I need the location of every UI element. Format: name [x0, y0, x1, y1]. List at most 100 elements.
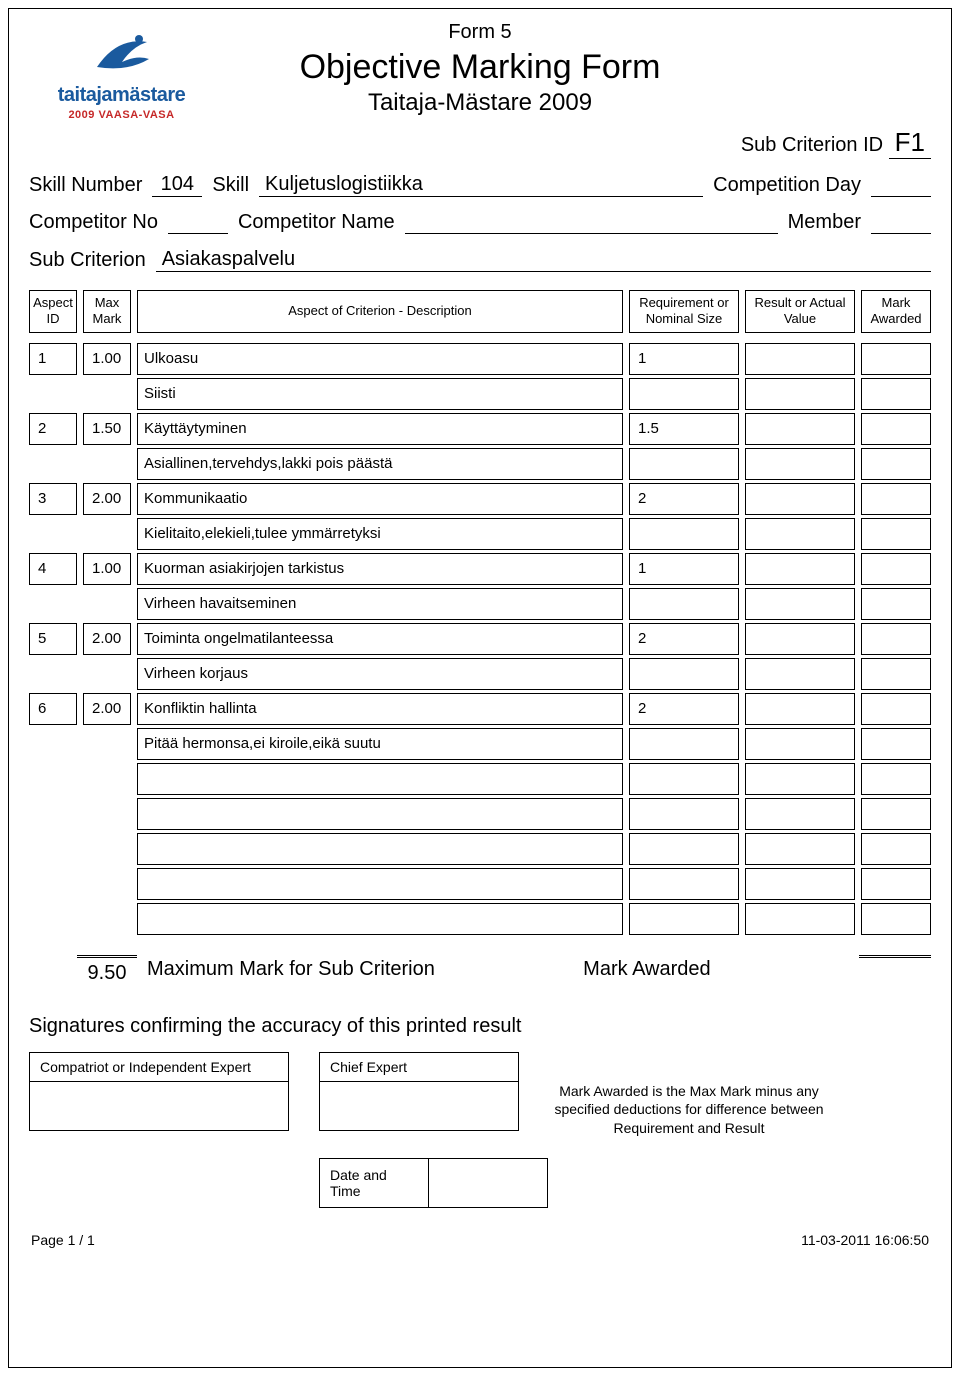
mark-awarded-box [859, 955, 931, 985]
table-blank-row [29, 903, 931, 935]
mark-awarded-note: Mark Awarded is the Max Mark minus any s… [549, 1082, 829, 1139]
cell-aspect-id: 5 [29, 623, 77, 655]
col-header-id: Aspect ID [29, 290, 77, 333]
cell-requirement [629, 378, 739, 410]
cell-result [745, 413, 855, 445]
date-time-label: Date and Time [319, 1158, 429, 1208]
cell-result [745, 483, 855, 515]
table-blank-row [29, 833, 931, 865]
table-sub-row: Asiallinen,tervehdys,lakki pois päästä [29, 448, 931, 480]
cell-max-mark: 1.00 [83, 553, 131, 585]
cell-max-mark: 2.00 [83, 483, 131, 515]
cell-mark-awarded [861, 553, 931, 585]
logo-text-main: taitajamästare [29, 84, 214, 107]
sub-criterion-label: Sub Criterion [29, 249, 146, 272]
skill-value: Kuljetuslogistiikka [259, 173, 703, 197]
cell-description: Kommunikaatio [137, 483, 623, 515]
cell-mark-awarded [861, 378, 931, 410]
info-row-1: Skill Number 104 Skill Kuljetuslogistiik… [29, 173, 931, 197]
cell-aspect-id: 4 [29, 553, 77, 585]
logo-text-sub: 2009 VAASA-VASA [29, 109, 214, 121]
signatures-heading: Signatures confirming the accuracy of th… [29, 1015, 931, 1038]
cell-mark-awarded [861, 448, 931, 480]
cell-sub-description: Pitää hermonsa,ei kiroile,eikä suutu [137, 728, 623, 760]
page-number: Page 1 / 1 [31, 1232, 95, 1248]
cell-sub-description: Siisti [137, 378, 623, 410]
table-sub-row: Kielitaito,elekieli,tulee ymmärretyksi [29, 518, 931, 550]
cell-mark-awarded [861, 413, 931, 445]
cell-description: Ulkoasu [137, 343, 623, 375]
cell-result [745, 903, 855, 935]
cell-max-mark: 1.50 [83, 413, 131, 445]
member-label: Member [788, 211, 861, 234]
table-blank-row [29, 763, 931, 795]
table-body: 11.00Ulkoasu1Siisti21.50Käyttäytyminen1.… [29, 343, 931, 935]
cell-requirement [629, 518, 739, 550]
cell-requirement [629, 658, 739, 690]
cell-mark-awarded [861, 588, 931, 620]
cell-mark-awarded [861, 693, 931, 725]
cell-requirement [629, 728, 739, 760]
cell-aspect-id: 2 [29, 413, 77, 445]
cell-max-mark: 1.00 [83, 343, 131, 375]
table-row: 32.00Kommunikaatio2 [29, 483, 931, 515]
table-header-row: Aspect ID Max Mark Aspect of Criterion -… [29, 290, 931, 333]
cell-mark-awarded [861, 868, 931, 900]
cell-mark-awarded [861, 763, 931, 795]
cell-description [137, 903, 623, 935]
mark-awarded-label: Mark Awarded [583, 958, 710, 981]
cell-requirement [629, 588, 739, 620]
competition-day-label: Competition Day [713, 174, 861, 197]
sub-criterion-id-label: Sub Criterion ID [741, 134, 883, 156]
cell-result [745, 693, 855, 725]
cell-mark-awarded [861, 623, 931, 655]
cell-result [745, 833, 855, 865]
cell-description [137, 763, 623, 795]
table-blank-row [29, 798, 931, 830]
cell-requirement [629, 868, 739, 900]
col-header-mark: Mark Awarded [861, 290, 931, 333]
footer: Page 1 / 1 11-03-2011 16:06:50 [29, 1232, 931, 1248]
cell-description [137, 833, 623, 865]
cell-description: Konfliktin hallinta [137, 693, 623, 725]
cell-requirement [629, 763, 739, 795]
summary-row: 9.50 Maximum Mark for Sub Criterion Mark… [29, 955, 931, 985]
table-row: 41.00Kuorman asiakirjojen tarkistus1 [29, 553, 931, 585]
cell-result [745, 343, 855, 375]
timestamp: 11-03-2011 16:06:50 [801, 1232, 929, 1248]
cell-mark-awarded [861, 343, 931, 375]
chief-signature-group: Chief Expert [319, 1052, 519, 1131]
skill-number-label: Skill Number [29, 174, 142, 197]
col-header-max: Max Mark [83, 290, 131, 333]
cell-result [745, 378, 855, 410]
cell-requirement [629, 448, 739, 480]
max-mark-value: 9.50 [77, 955, 137, 985]
cell-mark-awarded [861, 798, 931, 830]
cell-result [745, 763, 855, 795]
cell-mark-awarded [861, 518, 931, 550]
table-sub-row: Virheen havaitseminen [29, 588, 931, 620]
cell-description [137, 798, 623, 830]
cell-mark-awarded [861, 833, 931, 865]
competitor-no-value [168, 233, 228, 234]
competition-day-value [871, 196, 931, 197]
chief-label: Chief Expert [319, 1052, 519, 1082]
cell-result [745, 553, 855, 585]
date-time-box [428, 1158, 548, 1208]
table-row: 52.00Toiminta ongelmatilanteessa2 [29, 623, 931, 655]
sub-criterion-id-value: F1 [889, 127, 931, 159]
table-sub-row: Pitää hermonsa,ei kiroile,eikä suutu [29, 728, 931, 760]
cell-requirement: 2 [629, 623, 739, 655]
competitor-no-label: Competitor No [29, 211, 158, 234]
cell-result [745, 448, 855, 480]
cell-requirement: 2 [629, 483, 739, 515]
cell-result [745, 868, 855, 900]
cell-mark-awarded [861, 658, 931, 690]
compatriot-signature-box [29, 1081, 289, 1131]
date-time-row: Date and Time [319, 1158, 931, 1208]
table-row: 62.00Konfliktin hallinta2 [29, 693, 931, 725]
cell-requirement: 1 [629, 343, 739, 375]
table-sub-row: Virheen korjaus [29, 658, 931, 690]
logo: taitajamästare 2009 VAASA-VASA [29, 27, 214, 147]
cell-description: Käyttäytyminen [137, 413, 623, 445]
